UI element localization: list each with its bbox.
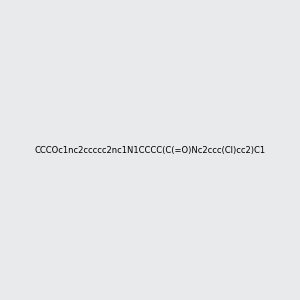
Text: CCCOc1nc2ccccc2nc1N1CCCC(C(=O)Nc2ccc(Cl)cc2)C1: CCCOc1nc2ccccc2nc1N1CCCC(C(=O)Nc2ccc(Cl)… — [34, 146, 266, 154]
